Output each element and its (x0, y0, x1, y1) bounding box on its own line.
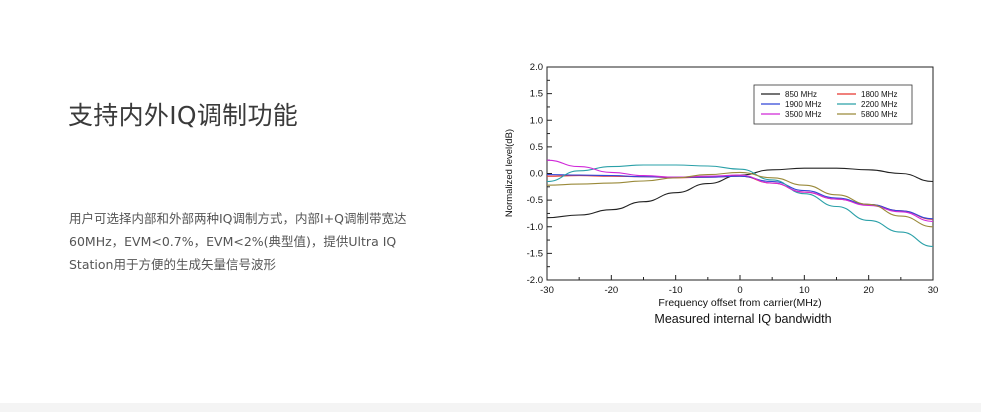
y-axis-label: Normalized level(dB) (504, 129, 515, 217)
footer-divider (0, 403, 981, 412)
y-tick-label: 2.0 (530, 62, 543, 73)
y-tick-label: 1.0 (530, 115, 543, 126)
x-tick-label: 20 (863, 285, 874, 296)
x-tick-label: 30 (928, 285, 939, 296)
series-line (546, 174, 934, 220)
y-tick-label: -1.5 (527, 248, 543, 259)
chart-svg: 2.0 1.5 1.0 0.5 0.0 -0.5 -1.0 -1.5 -2.0-30 -20 -10… (504, 62, 939, 326)
description-line: 60MHz，EVM<0.7%，EVM<2%(典型值)，提供Ultra IQ (69, 234, 397, 249)
series-line (546, 175, 934, 220)
series-line (546, 171, 934, 228)
y-tick-label: 0.5 (530, 142, 543, 153)
y-tick-label: -1.0 (527, 222, 543, 233)
chart-caption: Measured internal IQ bandwidth (654, 312, 831, 326)
iq-bandwidth-chart: 2.0 1.5 1.0 0.5 0.0 -0.5 -1.0 -1.5 -2.0 -30 -20 -10… (498, 58, 948, 330)
x-axis-label: Frequency offset from carrier(MHz) (658, 297, 821, 309)
legend-label: 850 MHz (785, 90, 817, 99)
legend-label: 3500 MHz (785, 110, 821, 119)
y-tick-label: -0.5 (527, 195, 543, 206)
x-tick-label: 10 (799, 285, 810, 296)
legend-box (753, 84, 913, 125)
page-title: 支持内外IQ调制功能 (68, 101, 299, 130)
legend-label: 5800 MHz (861, 110, 897, 119)
y-tick-label: -2.0 (527, 275, 543, 286)
series-line (546, 159, 934, 222)
x-tick-label: -10 (669, 285, 683, 296)
description-line: Station用于方便的生成矢量信号波形 (69, 257, 276, 272)
x-tick-label: -30 (540, 285, 554, 296)
series-line (546, 164, 934, 248)
x-tick-label: 0 (737, 285, 742, 296)
legend-label: 1800 MHz (861, 90, 897, 99)
y-tick-label: 0.0 (530, 169, 543, 180)
feature-description: 用户可选择内部和外部两种IQ调制方式，内部I+Q调制带宽达 60MHz，EVM<… (69, 207, 429, 276)
x-tick-label: -20 (604, 285, 618, 296)
y-tick-label: 1.5 (530, 89, 543, 100)
description-line: 用户可选择内部和外部两种IQ调制方式，内部I+Q调制带宽达 (69, 211, 407, 226)
legend-label: 1900 MHz (785, 100, 821, 109)
legend-label: 2200 MHz (861, 100, 897, 109)
